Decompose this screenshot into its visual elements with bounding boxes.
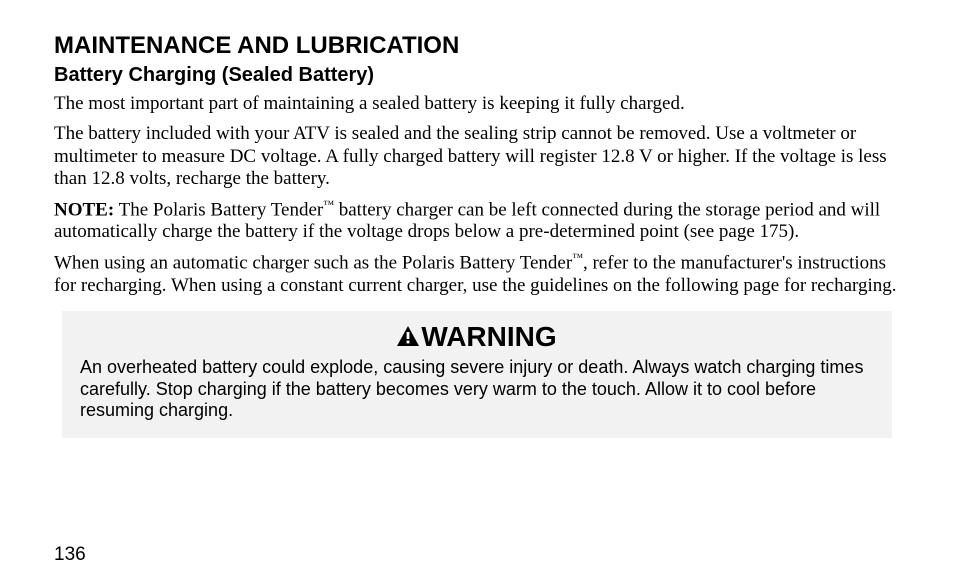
paragraph-4: When using an automatic charger such as …	[54, 252, 900, 297]
warning-triangle-icon	[397, 321, 419, 353]
heading-main: MAINTENANCE AND LUBRICATION	[54, 32, 900, 60]
note-paragraph: NOTE: The Polaris Battery Tender™ batter…	[54, 199, 900, 244]
paragraph-2: The battery included with your ATV is se…	[54, 123, 900, 190]
paragraph-1: The most important part of maintaining a…	[54, 93, 900, 115]
page-number: 136	[54, 544, 86, 566]
warning-text: An overheated battery could explode, cau…	[80, 357, 874, 422]
manual-page: MAINTENANCE AND LUBRICATION Battery Char…	[0, 0, 954, 588]
para4-pre: When using an automatic charger such as …	[54, 252, 572, 273]
warning-title-row: WARNING	[80, 321, 874, 353]
heading-sub: Battery Charging (Sealed Battery)	[54, 64, 900, 87]
warning-box: WARNING An overheated battery could expl…	[62, 311, 892, 438]
note-text-pre: The Polaris Battery Tender	[114, 199, 323, 220]
note-label: NOTE:	[54, 199, 114, 220]
warning-title: WARNING	[421, 321, 556, 352]
trademark-symbol: ™	[572, 252, 583, 264]
trademark-symbol: ™	[323, 199, 334, 211]
